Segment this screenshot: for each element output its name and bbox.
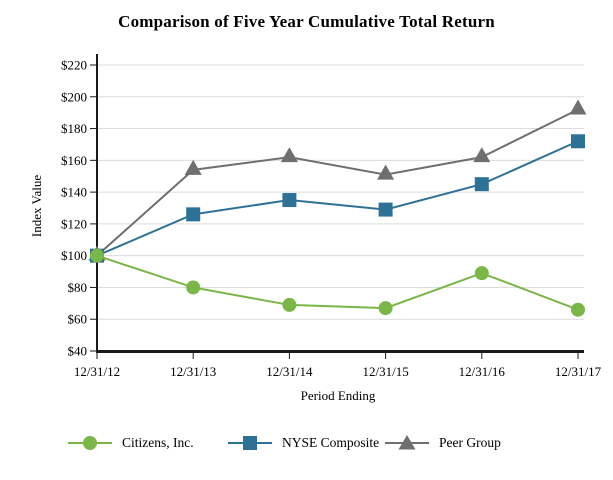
data-point-square <box>186 207 201 222</box>
data-point-triangle <box>473 147 491 163</box>
y-tick-label: $100 <box>61 248 87 263</box>
data-point-circle <box>282 297 297 312</box>
data-point-circle <box>474 266 489 281</box>
chart-legend: Citizens, Inc. NYSE Composite Peer Group <box>0 433 613 453</box>
y-tick-label: $220 <box>61 58 87 73</box>
y-tick-label: $60 <box>68 312 88 327</box>
y-tick-label: $140 <box>61 185 87 200</box>
data-point-triangle <box>280 147 298 163</box>
y-tick-label: $180 <box>61 121 87 136</box>
x-tick-label: 12/31/12 <box>74 364 120 379</box>
data-point-square <box>378 202 393 217</box>
data-point-circle <box>571 302 585 317</box>
y-tick-label: $120 <box>61 216 87 231</box>
legend-marker-triangle-icon <box>385 435 429 450</box>
x-tick-label: 12/31/13 <box>170 364 216 379</box>
legend-item-citizens: Citizens, Inc. <box>68 433 194 453</box>
legend-marker-circle-icon <box>68 436 112 450</box>
total-return-line-chart: $40 $60 $80 $100 $120 $140 $160 $180 $200 $220 12/… <box>61 54 602 379</box>
series-line-circle <box>96 254 579 311</box>
legend-marker-square-icon <box>228 436 272 450</box>
data-point-square <box>474 177 489 192</box>
y-tick-label: $160 <box>61 153 87 168</box>
data-point-circle <box>186 280 201 295</box>
y-tick-label: $200 <box>61 89 87 104</box>
data-point-triangle <box>184 159 202 175</box>
series-line-square <box>96 140 579 257</box>
data-point-triangle <box>377 164 395 180</box>
legend-item-peer-group: Peer Group <box>385 433 501 453</box>
legend-label: Peer Group <box>439 435 501 450</box>
y-axis-title: Index Value <box>29 174 44 238</box>
x-tick-label: 12/31/17 <box>555 364 602 379</box>
x-tick-label: 12/31/16 <box>459 364 506 379</box>
legend-label: NYSE Composite <box>282 435 380 450</box>
legend-label: Citizens, Inc. <box>122 435 194 450</box>
x-tick-label: 12/31/14 <box>266 364 313 379</box>
y-tick-label: $80 <box>68 280 88 295</box>
data-point-circle <box>90 248 104 263</box>
x-tick-label: 12/31/15 <box>362 364 408 379</box>
data-point-triangle <box>569 99 587 115</box>
data-point-square <box>282 193 297 208</box>
data-point-circle <box>378 301 393 316</box>
legend-item-nyse-composite: NYSE Composite <box>228 433 379 453</box>
chart-title: Comparison of Five Year Cumulative Total… <box>118 12 495 31</box>
y-tick-label: $40 <box>68 344 88 359</box>
x-axis-title: Period Ending <box>300 388 376 403</box>
data-point-square <box>571 134 585 149</box>
series-line-triangle <box>96 108 579 257</box>
